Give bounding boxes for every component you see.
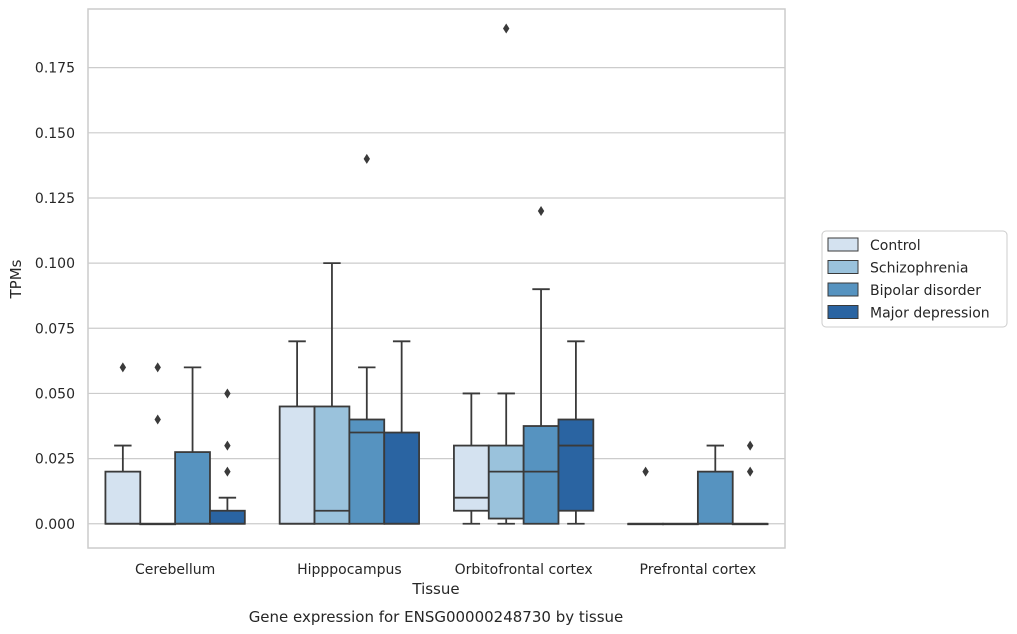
y-tick-label: 0.125 bbox=[35, 191, 75, 207]
chart-caption: Gene expression for ENSG00000248730 by t… bbox=[249, 608, 624, 626]
y-tick-label: 0.150 bbox=[35, 126, 75, 142]
y-tick-label: 0.175 bbox=[35, 61, 75, 77]
outlier-point bbox=[746, 440, 754, 451]
x-tick-label: Cerebellum bbox=[135, 562, 215, 578]
outlier-point bbox=[154, 414, 161, 425]
box-bipolar-disorder bbox=[696, 444, 734, 525]
box-schizophrenia bbox=[139, 362, 177, 526]
outlier-point bbox=[537, 205, 545, 216]
outlier-point bbox=[363, 153, 370, 164]
box-iqr bbox=[348, 418, 386, 525]
box-iqr bbox=[453, 444, 490, 512]
box-control bbox=[627, 466, 664, 526]
box-major-depression bbox=[383, 340, 420, 525]
x-tick-label: Prefrontal cortex bbox=[640, 562, 757, 578]
legend: Control Schizophrenia Bipolar disorder Majo… bbox=[821, 230, 1008, 328]
y-tick-label: 0.050 bbox=[35, 386, 75, 402]
box-major-depression bbox=[209, 388, 246, 525]
outlier-point bbox=[224, 440, 231, 451]
box-iqr bbox=[696, 470, 734, 525]
box-iqr bbox=[174, 451, 211, 525]
legend-label: Major depression bbox=[870, 306, 990, 322]
box-schizophrenia bbox=[313, 262, 351, 525]
box-iqr bbox=[522, 425, 560, 525]
box-control bbox=[278, 340, 316, 525]
box-iqr bbox=[313, 405, 351, 525]
x-tick-labels: Cerebellum Hipppocampus Orbitofrontal cort… bbox=[135, 562, 756, 578]
box-schizophrenia bbox=[662, 522, 699, 526]
box-bipolar-disorder bbox=[174, 366, 211, 525]
box-schizophrenia bbox=[487, 23, 525, 525]
y-tick-labels: 0.000 0.025 0.050 0.075 0.100 0.125 0.150 0.175 bbox=[35, 61, 75, 533]
outlier-point bbox=[503, 23, 510, 34]
x-axis-label: Tissue bbox=[411, 580, 459, 598]
y-tick-label: 0.025 bbox=[35, 452, 75, 468]
legend-label: Control bbox=[870, 238, 921, 254]
y-tick-label: 0.075 bbox=[35, 321, 75, 337]
legend-swatch bbox=[827, 237, 859, 252]
box-plot-marks bbox=[104, 23, 769, 526]
box-iqr bbox=[557, 418, 595, 512]
box-control bbox=[453, 392, 490, 525]
legend-label: Schizophrenia bbox=[870, 261, 968, 277]
x-tick-label: Orbitofrontal cortex bbox=[455, 562, 593, 578]
y-tick-label: 0.000 bbox=[35, 517, 75, 533]
legend-label: Bipolar disorder bbox=[870, 283, 981, 299]
legend-swatch bbox=[827, 260, 859, 274]
plot-area-frame bbox=[87, 8, 786, 549]
outlier-point bbox=[224, 466, 231, 477]
outlier-point bbox=[224, 388, 231, 399]
box-iqr bbox=[487, 444, 525, 520]
outlier-point bbox=[642, 466, 649, 477]
box-bipolar-disorder bbox=[522, 205, 560, 525]
legend-frame bbox=[821, 230, 1008, 328]
box-iqr bbox=[209, 509, 246, 525]
x-tick-label: Hipppocampus bbox=[297, 562, 402, 578]
box-iqr bbox=[104, 470, 142, 525]
box-control bbox=[104, 362, 142, 525]
outlier-point bbox=[746, 466, 754, 477]
legend-swatch bbox=[827, 305, 859, 319]
y-axis-label: TPMs bbox=[7, 259, 25, 299]
outlier-point bbox=[154, 362, 161, 373]
box-bipolar-disorder bbox=[348, 153, 386, 525]
box-iqr bbox=[278, 405, 316, 525]
box-major-depression bbox=[557, 340, 595, 525]
box-iqr bbox=[383, 431, 420, 525]
y-tick-label: 0.100 bbox=[35, 256, 75, 272]
outlier-point bbox=[119, 362, 127, 373]
box-major-depression bbox=[731, 440, 769, 526]
legend-swatch bbox=[827, 282, 859, 297]
